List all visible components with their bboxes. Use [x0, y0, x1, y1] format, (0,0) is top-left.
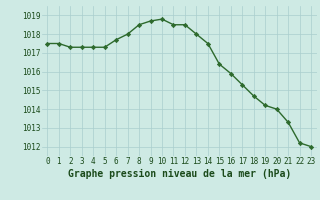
X-axis label: Graphe pression niveau de la mer (hPa): Graphe pression niveau de la mer (hPa) — [68, 169, 291, 179]
